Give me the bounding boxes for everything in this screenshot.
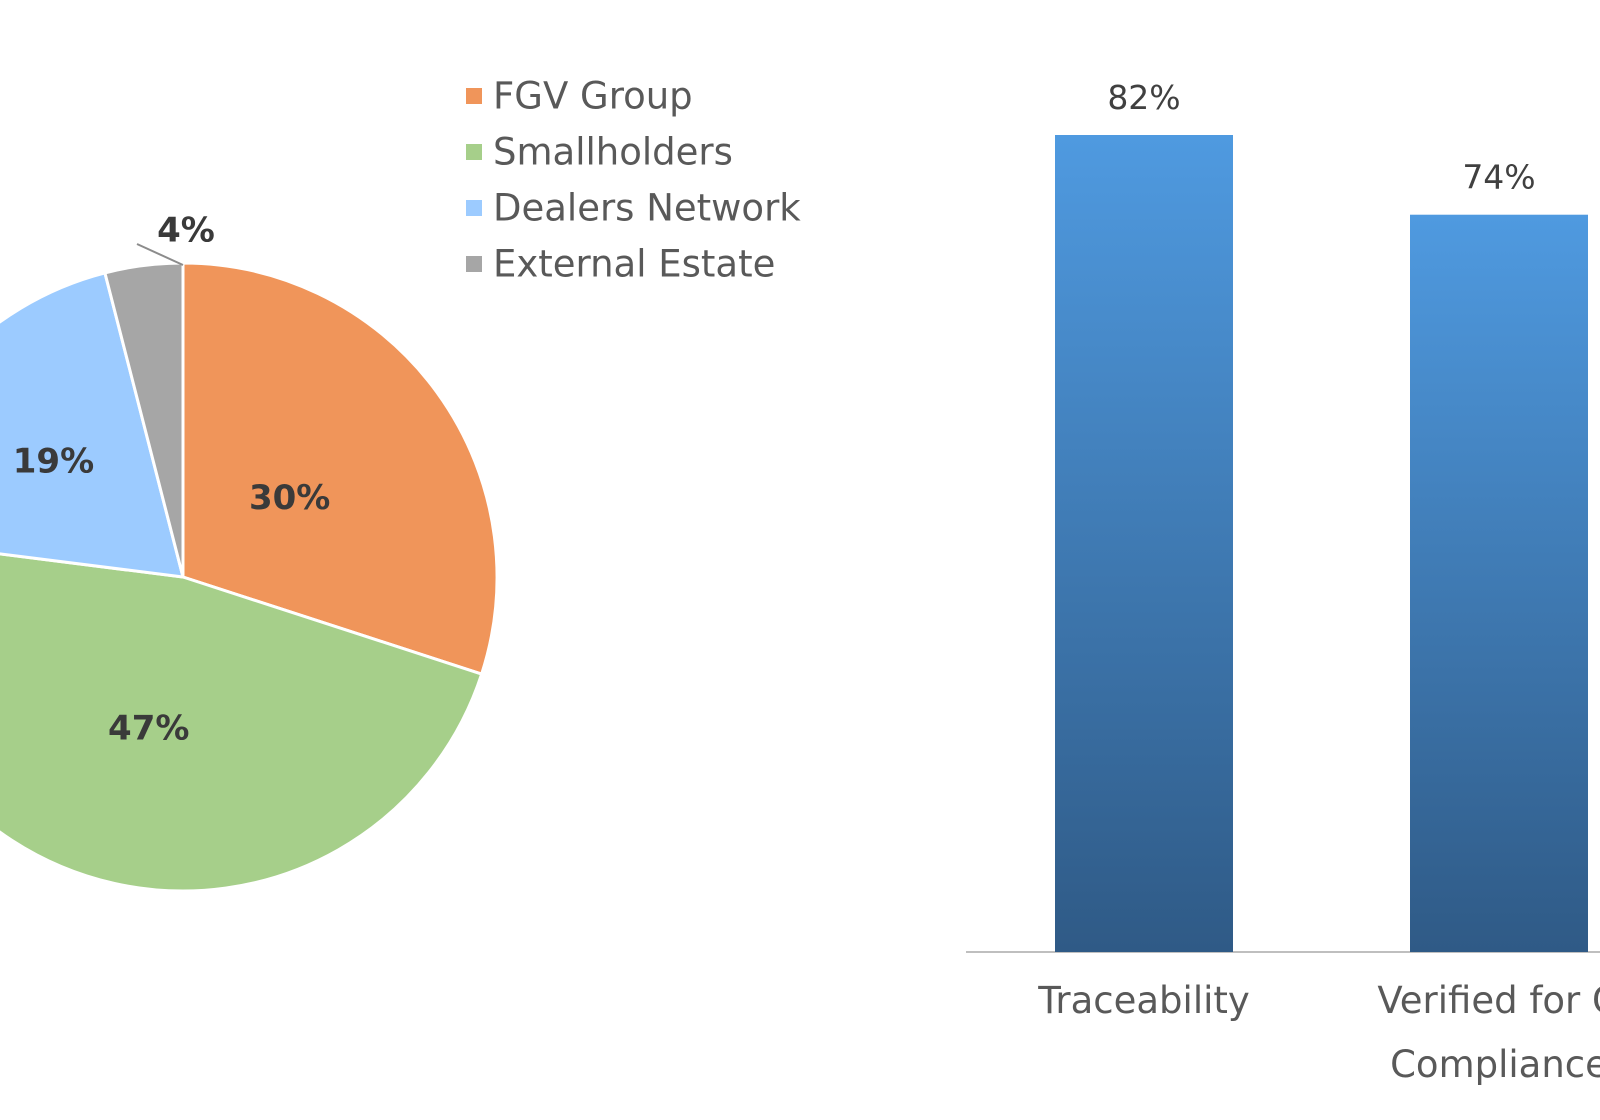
- bar-value-label-traceability: 82%: [1107, 78, 1180, 117]
- leader-line-external-estate: [136, 243, 184, 266]
- bar-category-label-verified-for-g-line-1: Verified for G: [1377, 979, 1600, 1022]
- legend-label-external-estate: External Estate: [493, 243, 775, 286]
- pie-label-fgv-group: 30%: [249, 478, 330, 518]
- pie-label-dealers-network: 19%: [13, 441, 94, 481]
- legend-label-dealers-network: Dealers Network: [493, 187, 801, 230]
- pie-chart: 30% 47% 19% 4%: [0, 211, 499, 893]
- legend-label-smallholders: Smallholders: [493, 131, 733, 174]
- bar-verified-for-g: [1410, 214, 1588, 952]
- pie-slice-external-estate: [103, 261, 185, 578]
- legend-swatch-fgv-group: [466, 88, 482, 104]
- legend-swatch-dealers-network: [466, 200, 482, 216]
- pie-label-external-estate: 4%: [157, 211, 215, 251]
- legend-swatch-smallholders: [466, 144, 482, 160]
- bar-category-label-verified-for-g-line-2: Compliance: [1390, 1043, 1600, 1086]
- pie-slice-smallholders: [0, 552, 484, 893]
- bar-chart: 82% 74% Traceability Verified for G Complia…: [966, 78, 1600, 1086]
- pie-slice-dealers-network: [0, 271, 186, 579]
- bar-category-label-traceability-line-1: Traceability: [1037, 979, 1250, 1022]
- pie-legend: FGV Group Smallholders Dealers Network Exte…: [466, 75, 801, 286]
- legend-swatch-external-estate: [466, 256, 482, 272]
- bar-value-label-verified-for-g: 74%: [1462, 158, 1535, 197]
- bar-traceability: [1055, 135, 1233, 952]
- legend-label-fgv-group: FGV Group: [493, 75, 693, 118]
- pie-slice-fgv-group: [181, 261, 499, 676]
- pie-label-smallholders: 47%: [108, 709, 189, 749]
